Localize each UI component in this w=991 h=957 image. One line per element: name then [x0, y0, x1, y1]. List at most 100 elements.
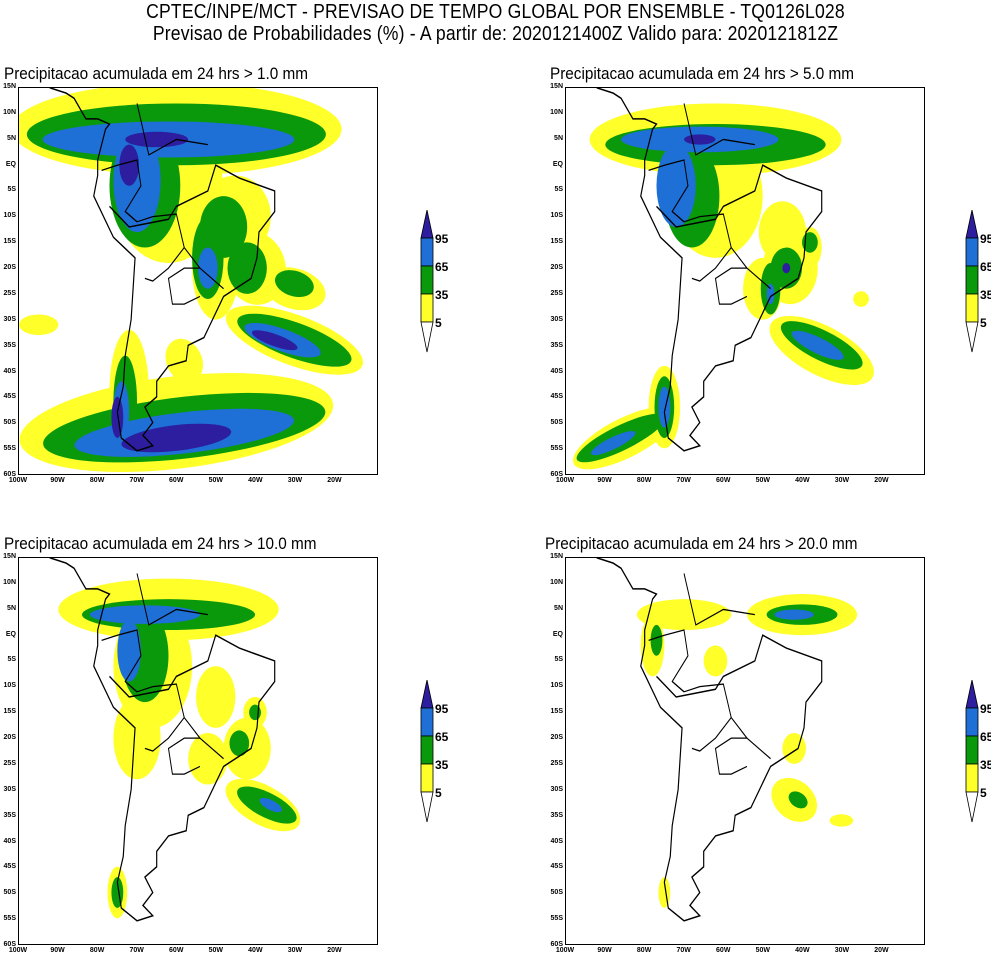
- lat-tick-label: 60S: [3, 941, 16, 948]
- probability-contour-95: [111, 396, 124, 438]
- country-border: [683, 683, 771, 760]
- lat-tick-label: 30S: [550, 315, 563, 323]
- colorbar-level-label: 5: [980, 316, 987, 330]
- lon-tick-label: 100W: [555, 947, 575, 954]
- lat-tick-label: 15S: [3, 708, 16, 716]
- lat-tick-label: 20S: [550, 264, 563, 272]
- lon-tick-label: 30W: [834, 947, 850, 954]
- country-border: [683, 573, 755, 626]
- country-border: [124, 680, 138, 693]
- lat-tick-label: EQ: [5, 630, 16, 638]
- colorbar-65-95: [420, 237, 434, 267]
- colorbar-below-5: [420, 791, 434, 823]
- lon-tick-label: 60W: [169, 947, 184, 954]
- lon-tick-label: 50W: [208, 947, 223, 954]
- probability-contour-65: [89, 605, 200, 624]
- colorbar-below-5: [965, 791, 979, 823]
- lon-tick-label: 60W: [716, 947, 731, 954]
- lat-tick-label: 15S: [550, 238, 563, 246]
- colorbar-5-35: [420, 293, 434, 323]
- panel-title: Precipitacao acumulada em 24 hrs > 5.0 m…: [550, 64, 855, 83]
- lon-tick-label: 90W: [50, 477, 65, 484]
- lat-tick-label: 10S: [3, 682, 16, 690]
- coastline: [49, 558, 276, 922]
- map-plot: [565, 87, 925, 475]
- lon-tick-label: 80W: [89, 477, 105, 484]
- country-border: [124, 210, 138, 223]
- colorbar-95-plus: [965, 680, 979, 709]
- colorbar-level-label: 5: [435, 786, 442, 800]
- colorbar-level-label: 35: [435, 288, 449, 302]
- colorbar-35-65: [965, 735, 979, 765]
- lat-tick-label: 35S: [550, 341, 563, 349]
- lat-tick-label: 15N: [550, 83, 563, 90]
- lat-tick-label: 5N: [7, 134, 16, 142]
- lat-tick-label: 35S: [3, 811, 16, 819]
- colorbar-level-label: 95: [435, 232, 449, 246]
- lat-tick-label: 45S: [550, 863, 563, 871]
- lon-tick-label: 40W: [248, 947, 263, 954]
- colorbar-level-label: 35: [435, 758, 449, 772]
- subtitle: Previsao de Probabilidades (%) - A parti…: [152, 23, 839, 45]
- map-plot: [18, 87, 378, 475]
- lon-tick-label: 20W: [327, 477, 342, 484]
- lon-tick-label: 90W: [50, 947, 65, 954]
- lon-tick-label: 70W: [129, 477, 144, 484]
- country-border: [671, 680, 685, 693]
- country-border: [714, 267, 748, 305]
- country-border: [671, 210, 685, 223]
- colorbar-level-label: 95: [980, 702, 991, 716]
- lat-tick-label: 5N: [7, 604, 16, 612]
- country-border: [167, 737, 201, 775]
- lat-tick-label: 10S: [550, 682, 563, 690]
- lat-tick-label: 45S: [550, 393, 563, 401]
- colorbar: 95 65 35 5: [965, 210, 991, 355]
- colorbar-95-plus: [420, 210, 434, 239]
- probability-contour-5: [782, 732, 806, 764]
- probability-contour-65: [791, 330, 844, 360]
- lat-tick-label: 10S: [550, 212, 563, 220]
- lat-tick-label: 55S: [550, 915, 563, 923]
- lon-tick-label: 80W: [636, 477, 652, 484]
- lat-tick-label: 40S: [3, 837, 16, 845]
- lat-tick-label: 60S: [3, 471, 16, 478]
- probability-contour-5: [113, 696, 161, 780]
- colorbar-95-plus: [420, 680, 434, 709]
- lat-tick-label: 40S: [3, 367, 16, 375]
- lat-tick-label: 60S: [550, 941, 563, 948]
- lon-tick-label: 60W: [169, 477, 184, 484]
- lon-tick-label: 30W: [834, 477, 850, 484]
- lon-tick-label: 20W: [874, 477, 889, 484]
- lat-tick-label: 5S: [554, 186, 563, 194]
- colorbar: 95 65 35 5: [420, 210, 460, 355]
- lat-tick-label: EQ: [5, 160, 16, 168]
- lon-tick-label: 40W: [795, 477, 810, 484]
- lat-tick-label: 30S: [3, 315, 16, 323]
- lat-tick-label: 55S: [3, 915, 16, 923]
- lon-tick-label: 30W: [287, 947, 303, 954]
- panel-title: Precipitacao acumulada em 24 hrs > 10.0 …: [4, 534, 317, 553]
- lon-tick-label: 40W: [795, 947, 810, 954]
- map-plot: [565, 557, 925, 945]
- probability-contour-35: [229, 730, 250, 757]
- lat-tick-label: 20S: [550, 734, 563, 742]
- colorbar: 95 65 35 5: [965, 680, 991, 825]
- lon-tick-label: 70W: [676, 947, 691, 954]
- probability-contour-95: [125, 131, 189, 148]
- probability-map-panel: 15N 10N 5N EQ 5S 10S 15S 20S 25S 30S 35S 40S 45S 50S 5…: [550, 553, 925, 954]
- lat-tick-label: 5S: [7, 656, 16, 664]
- lon-tick-label: 50W: [208, 477, 223, 484]
- colorbar-95-plus: [965, 210, 979, 239]
- lon-tick-label: 50W: [755, 477, 770, 484]
- lon-tick-label: 100W: [555, 477, 575, 484]
- lon-tick-label: 20W: [327, 947, 342, 954]
- lat-tick-label: 25S: [550, 289, 563, 297]
- country-border: [144, 247, 185, 282]
- colorbar-level-label: 65: [435, 260, 449, 274]
- colorbar-level-label: 95: [980, 232, 991, 246]
- lon-tick-label: 80W: [636, 947, 652, 954]
- lat-tick-label: 15N: [3, 553, 16, 560]
- colorbar-35-65: [965, 265, 979, 295]
- country-border: [167, 267, 201, 305]
- lon-tick-label: 50W: [755, 947, 770, 954]
